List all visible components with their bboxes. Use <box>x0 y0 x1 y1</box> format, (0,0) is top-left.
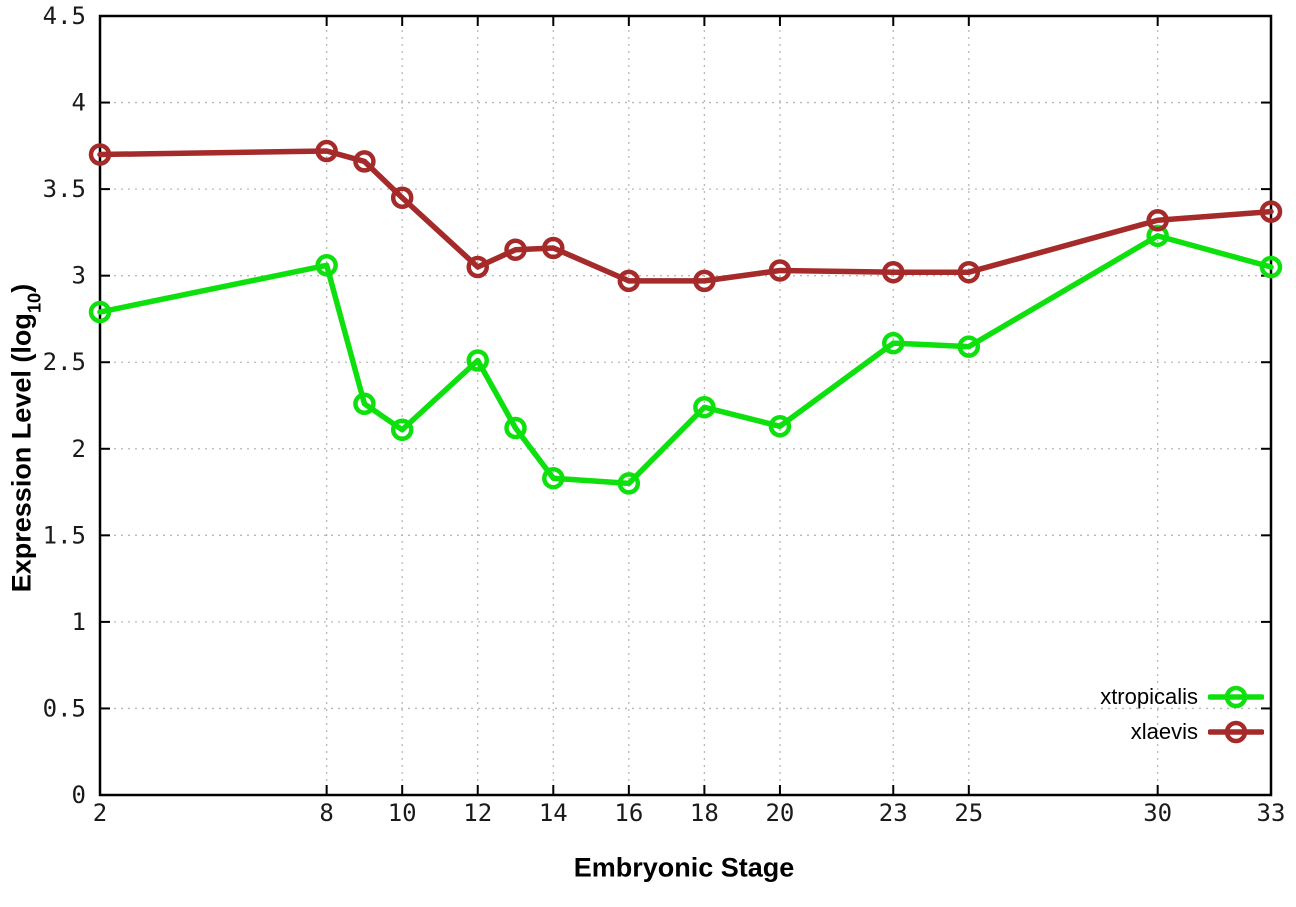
y-tick-label: 1 <box>72 608 86 636</box>
y-tick-label: 4 <box>72 89 86 117</box>
y-axis-title: Expression Level (log10) <box>6 284 44 593</box>
data-point-marker-xlaevis <box>882 260 905 284</box>
x-tick-label: 10 <box>388 799 417 827</box>
data-point-marker-xtropicalis <box>390 418 414 441</box>
data-point-marker-xtropicalis <box>466 349 489 372</box>
legend-sample-circle <box>1224 720 1248 744</box>
data-point-marker-xlaevis <box>1259 200 1283 223</box>
y-tick-label: 0.5 <box>43 694 86 722</box>
y-axis-title-subscript: 10 <box>23 292 45 314</box>
x-tick-label: 30 <box>1143 799 1172 827</box>
legend-marker-icon <box>1208 720 1264 744</box>
data-point-marker-xtropicalis <box>88 300 112 324</box>
data-point-marker-xlaevis <box>88 143 112 166</box>
data-point-marker-xtropicalis <box>315 254 338 277</box>
data-point-marker-xlaevis <box>617 269 641 293</box>
plot-border <box>98 14 1273 797</box>
x-tick-label: 2 <box>93 799 107 827</box>
x-tick-label: 12 <box>463 799 492 827</box>
data-point-marker-xtropicalis <box>542 466 565 490</box>
data-point-marker-xtropicalis <box>353 392 376 416</box>
x-tick-label: 18 <box>690 799 719 827</box>
data-point-marker-xtropicalis <box>1146 224 1169 248</box>
legend-label-xlaevis: xlaevis <box>1130 719 1198 744</box>
data-point-marker-xlaevis <box>693 269 716 293</box>
series-line-xtropicalis <box>97 233 1274 487</box>
data-point-marker-xlaevis <box>466 255 489 279</box>
legend-label-xtropicalis: xtropicalis <box>1100 684 1198 709</box>
data-point-marker-xtropicalis <box>957 335 981 358</box>
series-line-xlaevis <box>97 148 1274 284</box>
data-point-marker-xlaevis <box>957 260 981 284</box>
data-point-marker-xtropicalis <box>693 395 716 419</box>
data-point-marker-xtropicalis <box>617 472 641 495</box>
legend-marker-icon <box>1208 685 1264 709</box>
legend-sample-circle <box>1224 685 1248 709</box>
y-tick-label: 2 <box>72 435 86 463</box>
x-tick-label: 20 <box>765 799 794 827</box>
data-point-marker-xlaevis <box>768 259 792 282</box>
legend-item-xlaevis: xlaevis <box>1131 719 1264 745</box>
legend: xtropicalis xlaevis <box>1100 684 1264 745</box>
data-point-marker-xlaevis <box>315 139 338 163</box>
data-point-marker-xlaevis <box>542 236 565 260</box>
y-tick-label: 4.5 <box>43 2 86 30</box>
y-tick-label: 0 <box>72 781 86 809</box>
data-point-marker-xlaevis <box>504 238 527 261</box>
data-point-marker-xtropicalis <box>1259 255 1283 279</box>
y-tick-label: 2.5 <box>43 348 86 376</box>
x-tick-label: 33 <box>1257 799 1286 827</box>
data-point-marker-xlaevis <box>353 150 376 173</box>
data-point-marker-xtropicalis <box>768 415 792 438</box>
legend-item-xtropicalis: xtropicalis <box>1100 684 1264 710</box>
y-axis-title-text: Expression Level (log <box>6 313 37 593</box>
x-axis-title: Embryonic Stage <box>573 852 795 883</box>
y-tick-label: 3 <box>72 262 86 290</box>
data-point-marker-xtropicalis <box>882 331 905 355</box>
y-tick-label: 3.5 <box>43 175 86 203</box>
x-tick-label: 14 <box>539 799 568 827</box>
x-tick-label: 8 <box>319 799 333 827</box>
x-tick-label: 23 <box>879 799 908 827</box>
data-point-marker-xlaevis <box>1146 209 1169 232</box>
y-tick-label: 1.5 <box>43 521 86 549</box>
data-point-marker-xtropicalis <box>504 416 527 440</box>
x-tick-label: 25 <box>954 799 983 827</box>
data-point-marker-xlaevis <box>390 186 414 210</box>
x-tick-label: 16 <box>614 799 643 827</box>
